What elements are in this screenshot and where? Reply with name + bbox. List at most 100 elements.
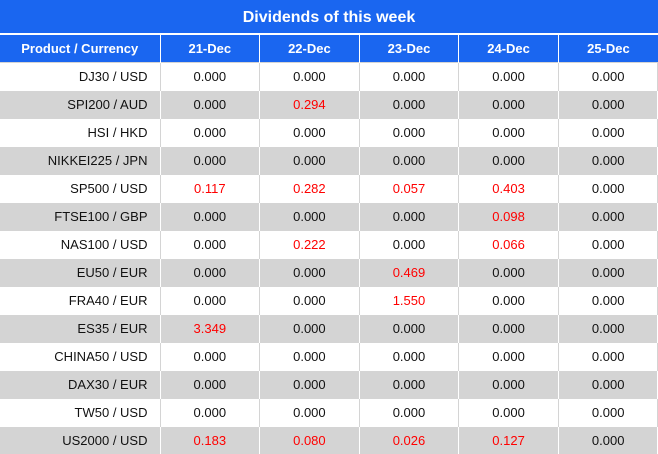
product-cell: SP500 / USD [0, 175, 160, 203]
dividend-value-cell: 0.000 [160, 371, 260, 399]
table-title: Dividends of this week [0, 0, 658, 35]
dividend-value-cell: 0.000 [260, 371, 360, 399]
table-header: Product / Currency 21-Dec 22-Dec 23-Dec … [0, 35, 658, 63]
product-cell: HSI / HKD [0, 119, 160, 147]
product-cell: SPI200 / AUD [0, 91, 160, 119]
dividend-value-cell: 0.000 [260, 259, 360, 287]
dividend-value-cell: 0.000 [260, 63, 360, 91]
product-cell: FTSE100 / GBP [0, 203, 160, 231]
dividend-value-cell: 0.000 [459, 91, 559, 119]
dividend-value-cell: 0.057 [359, 175, 459, 203]
dividend-value-cell: 0.026 [359, 427, 459, 454]
dividend-value-cell: 0.000 [558, 91, 658, 119]
dividend-value-cell: 0.222 [260, 231, 360, 259]
product-cell: CHINA50 / USD [0, 343, 160, 371]
dividend-value-cell: 0.000 [459, 119, 559, 147]
dividend-value-cell: 0.000 [558, 399, 658, 427]
dividend-value-cell: 0.000 [160, 203, 260, 231]
dividend-value-cell: 0.000 [160, 259, 260, 287]
dividend-value-cell: 0.000 [459, 147, 559, 175]
dividend-value-cell: 0.000 [558, 343, 658, 371]
dividend-value-cell: 0.403 [459, 175, 559, 203]
product-cell: EU50 / EUR [0, 259, 160, 287]
dividend-value-cell: 0.000 [459, 287, 559, 315]
dividend-value-cell: 0.000 [558, 259, 658, 287]
product-cell: TW50 / USD [0, 399, 160, 427]
dividend-value-cell: 0.066 [459, 231, 559, 259]
dividend-value-cell: 0.282 [260, 175, 360, 203]
product-cell: NAS100 / USD [0, 231, 160, 259]
dividend-value-cell: 0.000 [260, 287, 360, 315]
column-header-date: 25-Dec [558, 35, 658, 63]
dividend-value-cell: 0.000 [558, 427, 658, 454]
product-cell: US2000 / USD [0, 427, 160, 454]
dividend-value-cell: 0.080 [260, 427, 360, 454]
dividend-value-cell: 0.000 [160, 399, 260, 427]
dividend-value-cell: 0.294 [260, 91, 360, 119]
dividend-value-cell: 0.000 [558, 63, 658, 91]
dividend-value-cell: 0.000 [359, 119, 459, 147]
dividend-value-cell: 0.000 [260, 147, 360, 175]
column-header-product: Product / Currency [0, 35, 160, 63]
product-cell: NIKKEI225 / JPN [0, 147, 160, 175]
dividend-value-cell: 0.000 [160, 147, 260, 175]
dividend-value-cell: 0.000 [359, 63, 459, 91]
dividend-value-cell: 0.000 [459, 315, 559, 343]
dividend-value-cell: 0.000 [160, 231, 260, 259]
dividend-value-cell: 0.000 [459, 259, 559, 287]
dividends-table: Product / Currency 21-Dec 22-Dec 23-Dec … [0, 35, 658, 454]
product-cell: DAX30 / EUR [0, 371, 160, 399]
dividend-value-cell: 0.000 [459, 343, 559, 371]
dividend-value-cell: 0.000 [558, 371, 658, 399]
column-header-date: 24-Dec [459, 35, 559, 63]
product-cell: ES35 / EUR [0, 315, 160, 343]
dividend-value-cell: 3.349 [160, 315, 260, 343]
dividend-value-cell: 0.127 [459, 427, 559, 454]
dividend-value-cell: 0.000 [160, 343, 260, 371]
dividend-value-cell: 0.183 [160, 427, 260, 454]
dividend-value-cell: 0.000 [359, 315, 459, 343]
column-header-date: 21-Dec [160, 35, 260, 63]
dividend-value-cell: 0.000 [260, 315, 360, 343]
dividend-value-cell: 0.000 [160, 119, 260, 147]
dividend-value-cell: 0.098 [459, 203, 559, 231]
dividend-value-cell: 0.000 [359, 231, 459, 259]
dividend-value-cell: 0.000 [459, 371, 559, 399]
dividend-value-cell: 0.000 [160, 63, 260, 91]
header-row: Product / Currency 21-Dec 22-Dec 23-Dec … [0, 35, 658, 63]
dividend-value-cell: 0.000 [359, 203, 459, 231]
dividend-value-cell: 0.000 [558, 315, 658, 343]
dividend-value-cell: 0.117 [160, 175, 260, 203]
dividend-value-cell: 0.000 [459, 399, 559, 427]
column-header-date: 22-Dec [260, 35, 360, 63]
dividend-value-cell: 0.000 [359, 371, 459, 399]
product-cell: DJ30 / USD [0, 63, 160, 91]
dividend-value-cell: 0.000 [359, 343, 459, 371]
dividend-value-cell: 0.000 [260, 119, 360, 147]
dividend-value-cell: 0.000 [558, 119, 658, 147]
dividend-value-cell: 0.469 [359, 259, 459, 287]
dividend-value-cell: 0.000 [359, 91, 459, 119]
dividend-value-cell: 0.000 [558, 175, 658, 203]
dividend-value-cell: 0.000 [359, 399, 459, 427]
dividend-value-cell: 0.000 [459, 63, 559, 91]
dividend-value-cell: 0.000 [558, 231, 658, 259]
dividend-value-cell: 0.000 [558, 287, 658, 315]
dividends-panel: Dividends of this week Product / Currenc… [0, 0, 658, 443]
dividend-value-cell: 0.000 [359, 147, 459, 175]
column-header-date: 23-Dec [359, 35, 459, 63]
dividend-value-cell: 1.550 [359, 287, 459, 315]
dividend-value-cell: 0.000 [160, 287, 260, 315]
